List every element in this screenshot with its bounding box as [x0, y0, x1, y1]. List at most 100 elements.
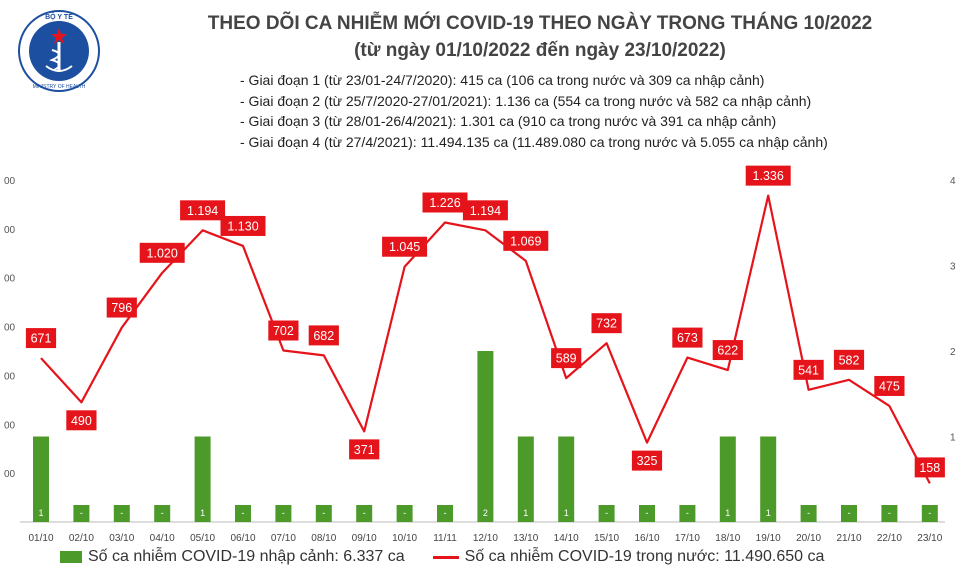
line-point-label: 541	[798, 363, 819, 377]
x-tick-label: 05/10	[190, 533, 215, 544]
line-point-label: 682	[313, 329, 334, 343]
line-point-label-box	[712, 340, 743, 361]
right-axis-tick-label: 4	[950, 176, 956, 187]
left-axis-tick-label: 00	[4, 176, 16, 187]
line-point-label: 1.130	[227, 219, 258, 233]
x-tick-label: 16/10	[634, 533, 659, 544]
line-point-label-box	[591, 313, 622, 334]
legend-item-domestic: Số ca nhiễm COVID-19 trong nước: 11.490.…	[432, 548, 824, 566]
line-point-label-box	[672, 327, 703, 348]
bar-value-label: -	[282, 508, 285, 518]
line-point-label-box	[220, 215, 266, 236]
line-point-label-box	[382, 236, 428, 257]
line-point-label-box	[106, 297, 137, 318]
line-point-label-box	[631, 450, 663, 471]
bar-value-label: -	[161, 508, 164, 518]
bar-value-label: -	[686, 508, 689, 518]
logo-text-top: BỘ Y TẾ	[45, 11, 73, 21]
line-point-label: 796	[111, 301, 132, 315]
line-point-label: 475	[879, 379, 900, 393]
title-line-1: THEO DÕI CA NHIỄM MỚI COVID-19 THEO NGÀY…	[207, 13, 873, 34]
logo-text-bottom: MINISTRY OF HEALTH	[33, 84, 86, 90]
bar-value-label: -	[928, 508, 931, 518]
line-point-label: 582	[839, 353, 860, 367]
ministry-of-health-logo: BỘ Y TẾ MINISTRY OF HEALTH	[18, 10, 100, 92]
line-point-label-box	[874, 375, 905, 396]
x-tick-label: 15/10	[594, 533, 619, 544]
x-tick-label: 10/10	[392, 533, 417, 544]
bar-imported	[356, 505, 373, 522]
legend-swatch-line	[432, 555, 459, 559]
line-point-label-box	[139, 242, 185, 263]
legend-label-imported: Số ca nhiễm COVID-19 nhập cảnh: 6.337 ca	[88, 548, 405, 565]
bar-value-label: -	[242, 508, 245, 518]
x-tick-label: 20/10	[796, 533, 821, 544]
bar-imported	[558, 436, 575, 522]
line-point-label-box	[833, 349, 865, 370]
line-point-label-box	[180, 200, 226, 221]
note-phase-4: - Giai đoạn 4 (từ 27/4/2021): 11.494.135…	[240, 133, 828, 150]
bar-imported	[437, 505, 453, 522]
line-point-label: 1.226	[429, 196, 460, 210]
title-line-2: (từ ngày 01/10/2022 đến ngày 23/10/2022)	[354, 40, 726, 61]
x-tick-label: 11/11	[433, 533, 457, 544]
x-tick-label: 08/10	[311, 533, 336, 544]
bar-value-label: 1	[200, 508, 205, 518]
line-point-label: 1.194	[470, 204, 501, 218]
x-tick-label: 06/10	[230, 533, 255, 544]
x-tick-label: 02/10	[69, 533, 94, 544]
x-tick-label: 13/10	[513, 533, 538, 544]
bar-value-label: -	[605, 508, 608, 518]
line-domestic	[40, 194, 931, 484]
bar-imported	[841, 505, 857, 522]
bar-imported	[477, 351, 494, 522]
line-point-label: 622	[717, 344, 738, 358]
x-tick-label: 14/10	[554, 533, 579, 544]
phase-notes: - Giai đoạn 1 (từ 23/01-24/7/2020): 415 …	[240, 70, 828, 152]
bar-value-label: -	[80, 508, 83, 518]
line-point-label-box	[551, 348, 582, 369]
x-tick-label: 03/10	[109, 533, 134, 544]
chart-legend: Số ca nhiễm COVID-19 nhập cảnh: 6.337 ca…	[60, 548, 824, 566]
line-point-label: 1.194	[187, 204, 218, 218]
x-tick-label: 04/10	[150, 533, 175, 544]
bar-value-label: 1	[38, 508, 43, 518]
bar-value-label: -	[444, 508, 447, 518]
bar-imported	[517, 436, 534, 522]
bar-value-label: -	[403, 508, 406, 518]
bar-imported	[639, 505, 655, 522]
line-point-label-box	[66, 410, 97, 431]
bar-imported	[679, 505, 696, 522]
line-point-label: 371	[354, 443, 375, 457]
bar-imported	[760, 436, 777, 522]
chart-title: THEO DÕI CA NHIỄM MỚI COVID-19 THEO NGÀY…	[120, 10, 960, 64]
bar-value-label: 1	[564, 508, 569, 518]
x-tick-label: 22/10	[877, 533, 902, 544]
bar-value-label: 1	[766, 508, 771, 518]
x-tick-label: 07/10	[271, 533, 296, 544]
x-tick-label: 09/10	[352, 533, 377, 544]
x-tick-label: 12/10	[473, 533, 498, 544]
left-axis-tick-label: 00	[4, 225, 16, 236]
line-point-label: 1.069	[510, 234, 541, 248]
x-tick-label: 18/10	[715, 533, 740, 544]
legend-swatch-bar	[60, 551, 82, 563]
bar-value-label: -	[646, 508, 649, 518]
line-point-label: 673	[677, 331, 698, 345]
x-tick-label: 17/10	[675, 533, 700, 544]
line-point-label: 325	[637, 454, 658, 468]
line-point-label: 1.020	[147, 246, 178, 260]
bar-imported	[921, 505, 938, 522]
line-point-label-box	[462, 200, 508, 221]
line-point-label: 702	[273, 324, 294, 338]
right-axis-tick-label: 1	[950, 433, 956, 444]
bar-imported	[154, 505, 171, 522]
x-tick-label: 23/10	[917, 533, 942, 544]
bar-value-label: 1	[725, 508, 730, 518]
line-point-label: 1.336	[753, 169, 784, 183]
line-point-label: 490	[71, 414, 92, 428]
line-point-label-box	[268, 320, 299, 341]
bar-imported	[315, 505, 332, 522]
x-tick-label: 21/10	[836, 533, 861, 544]
bar-imported	[275, 505, 292, 522]
